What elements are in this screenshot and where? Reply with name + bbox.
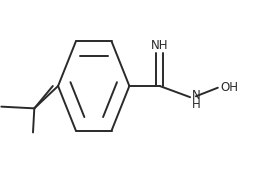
Text: H: H bbox=[192, 98, 201, 111]
Text: NH: NH bbox=[151, 39, 168, 52]
Text: OH: OH bbox=[220, 81, 238, 94]
Text: N: N bbox=[192, 89, 201, 102]
